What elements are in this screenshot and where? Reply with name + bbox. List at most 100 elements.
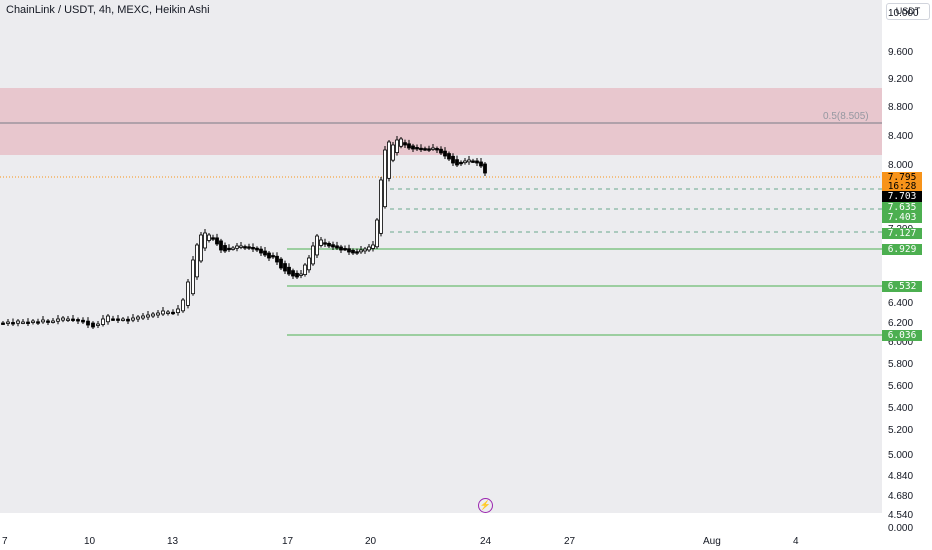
time-tick-label: 17 (282, 536, 294, 547)
candle (343, 248, 347, 251)
candle (36, 321, 40, 324)
candle (243, 246, 247, 249)
time-axis[interactable]: 7 10 13 17 20 24 27 Aug 4 (0, 513, 882, 550)
candle (255, 247, 259, 251)
candle (267, 252, 271, 259)
candle (141, 315, 145, 319)
fib-level-label: 0.5(8.505) (823, 111, 869, 122)
candle (335, 245, 339, 249)
candle (219, 240, 223, 251)
candle (387, 141, 391, 179)
candle (11, 322, 15, 325)
price-tick-label: 0.000 (888, 523, 914, 534)
candle (151, 313, 155, 317)
candle (199, 234, 203, 262)
price-tick-label: 5.200 (888, 425, 914, 436)
candle (311, 245, 315, 265)
candle (223, 245, 227, 252)
price-chart[interactable] (0, 0, 882, 513)
candle (106, 315, 110, 323)
candle (479, 161, 483, 167)
price-tick-label: 5.000 (888, 450, 914, 461)
candle (327, 242, 331, 247)
chart-title: ChainLink / USDT, 4h, MEXC, Heikin Ashi (6, 4, 210, 16)
candle (415, 147, 419, 150)
candle (439, 148, 443, 154)
candle (375, 219, 379, 248)
price-tick-label: 5.600 (888, 381, 914, 392)
candle (307, 257, 311, 271)
candle (427, 148, 431, 151)
candle (463, 160, 467, 164)
candle (96, 323, 100, 326)
currency-button[interactable]: USDT (886, 3, 930, 20)
candle (455, 159, 459, 166)
candle (227, 247, 231, 251)
candle (146, 314, 150, 318)
price-tick-label: 9.600 (888, 47, 914, 58)
price-tick-label: 9.200 (888, 74, 914, 85)
candle (251, 246, 255, 250)
candle (443, 150, 447, 157)
candle (195, 244, 199, 278)
candle (239, 245, 243, 248)
candle (271, 255, 275, 258)
price-tag-last: 7.703 (882, 191, 922, 202)
candle (395, 139, 399, 153)
price-tick-label: 5.800 (888, 359, 914, 370)
candle (423, 148, 427, 151)
candle (323, 242, 327, 245)
candle (339, 246, 343, 251)
candle (435, 148, 439, 151)
lightning-icon[interactable]: ⚡ (478, 498, 493, 513)
chart-pane[interactable] (0, 0, 882, 513)
candle (215, 237, 219, 245)
candle (86, 320, 90, 326)
time-tick-label: Aug (703, 536, 721, 547)
candle (71, 318, 75, 321)
candle (483, 163, 487, 174)
candle (319, 239, 323, 246)
candle (391, 144, 395, 161)
candle (447, 153, 451, 160)
candle (51, 320, 55, 323)
candle (76, 319, 80, 322)
candle (259, 248, 263, 254)
candle (359, 249, 363, 253)
price-tick-label: 6.200 (888, 318, 914, 329)
candle (315, 235, 319, 256)
candle (291, 270, 295, 277)
candle (371, 244, 375, 249)
candle (6, 321, 10, 324)
price-tick-label: 4.840 (888, 471, 914, 482)
candle (126, 318, 130, 322)
candle (191, 259, 195, 295)
candle (171, 311, 175, 315)
resistance-zone (0, 88, 882, 155)
price-axis[interactable]: USDT 10.0009.6009.2008.8008.4008.0007.20… (882, 0, 932, 550)
price-tick-label: 6.000 (888, 337, 914, 348)
candle (176, 308, 180, 314)
candle (467, 159, 471, 163)
candle (419, 147, 423, 151)
candle (156, 312, 160, 316)
candle (46, 320, 50, 323)
candle (399, 138, 403, 147)
candle (101, 318, 105, 325)
candle (263, 250, 267, 256)
candle (355, 251, 359, 254)
candle (367, 246, 371, 251)
candle (26, 321, 30, 324)
candle (363, 248, 367, 252)
price-tag-level: 6.929 (882, 244, 922, 255)
candle (161, 310, 165, 315)
price-tick-label: 8.400 (888, 131, 914, 142)
candle (331, 244, 335, 248)
price-tag-level: 6.036 (882, 330, 922, 341)
candle (1, 322, 5, 325)
time-tick-label: 4 (793, 536, 799, 547)
candle (31, 320, 35, 323)
candle (21, 321, 25, 324)
candle (407, 143, 411, 149)
price-tick-label: 8.000 (888, 160, 914, 171)
